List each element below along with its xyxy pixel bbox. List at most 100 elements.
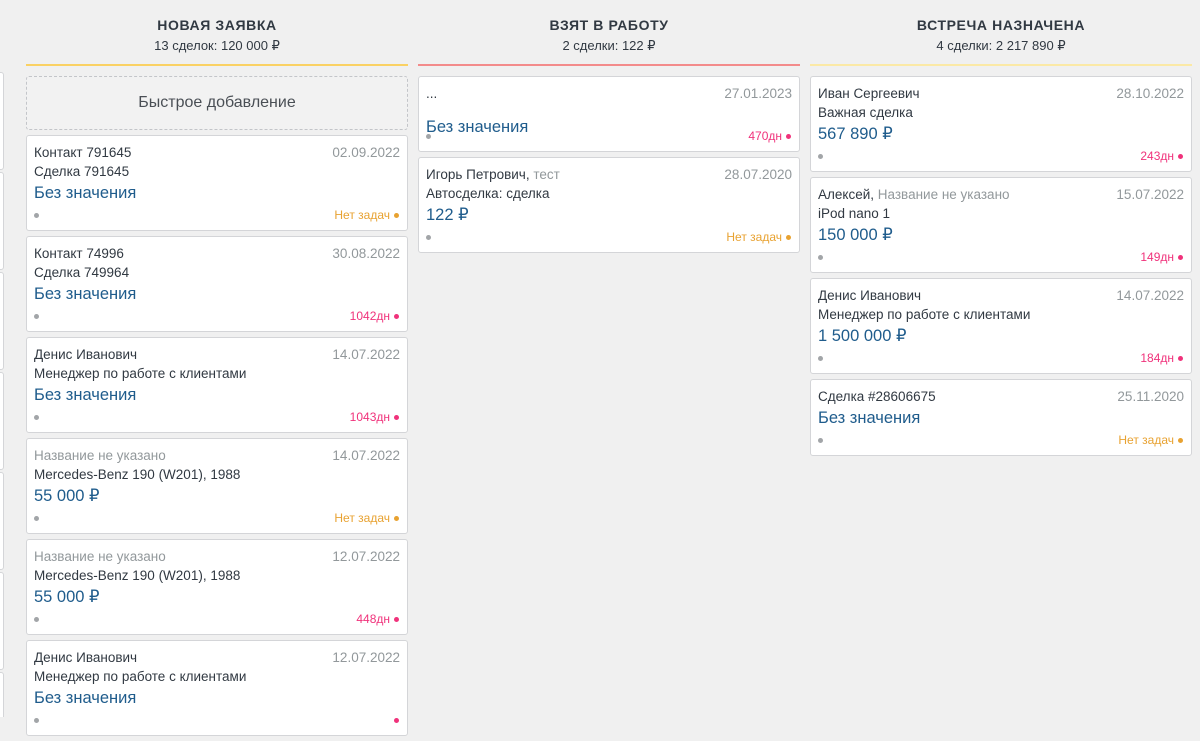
deal-name[interactable]: Сделка 791645	[34, 164, 130, 179]
task-status-label: 1043дн	[349, 410, 390, 424]
task-status[interactable]	[390, 717, 399, 723]
task-status[interactable]: 448дн	[356, 612, 399, 626]
deal-name[interactable]: Mercedes-Benz 190 (W201), 1988	[34, 568, 241, 583]
stub-card[interactable]	[0, 472, 4, 570]
deal-price[interactable]: 122 ₽	[426, 206, 469, 224]
company-name[interactable]: тест	[533, 167, 560, 182]
deal-price[interactable]: Без значения	[426, 118, 529, 136]
deal-price[interactable]: 150 000 ₽	[818, 226, 893, 244]
task-status-dot-icon	[394, 212, 399, 218]
deal-name[interactable]: Сделка 749964	[34, 265, 130, 280]
deal-contact[interactable]: Контакт 74996	[34, 245, 124, 263]
company-name[interactable]: Название не указано	[34, 549, 166, 564]
deal-card[interactable]: Алексей, Название не указано 15.07.2022 iP…	[810, 177, 1192, 273]
contact-name[interactable]: Иван Сергеевич	[818, 86, 920, 101]
deal-contact[interactable]: Название не указано	[34, 447, 166, 465]
task-status[interactable]: 243дн	[1140, 149, 1183, 163]
company-name[interactable]: Название не указано	[877, 187, 1010, 202]
deal-card[interactable]: Денис Иванович 14.07.2022 Менеджер по рабо…	[810, 278, 1192, 374]
deal-name[interactable]: Автосделка: сделка	[426, 186, 550, 201]
deal-price[interactable]: Без значения	[34, 184, 137, 202]
task-status[interactable]: 149дн	[1140, 250, 1183, 264]
contact-name[interactable]: ...	[426, 86, 438, 101]
deal-contact[interactable]: Сделка #28606675	[818, 388, 936, 406]
deal-contact[interactable]: Контакт 791645	[34, 144, 131, 162]
deal-name[interactable]: iPod nano 1	[818, 206, 891, 221]
stub-card[interactable]	[0, 672, 4, 717]
tag-dot-icon	[818, 254, 823, 260]
company-name[interactable]: Название не указано	[34, 448, 166, 463]
stub-card[interactable]	[0, 72, 4, 170]
deal-date: 14.07.2022	[332, 448, 400, 463]
deal-price[interactable]: 55 000 ₽	[34, 487, 100, 505]
deal-contact[interactable]: Денис Иванович	[818, 287, 921, 305]
contact-name[interactable]: Денис Иванович	[34, 347, 138, 362]
contact-name[interactable]: Денис Иванович	[34, 650, 138, 665]
deal-contact[interactable]: Алексей, Название не указано	[818, 186, 1010, 204]
deal-price[interactable]: Без значения	[34, 689, 137, 707]
deal-date: 02.09.2022	[332, 145, 400, 160]
task-status[interactable]: 184дн	[1140, 351, 1183, 365]
deal-card[interactable]: Название не указано 14.07.2022 Mercedes-Be…	[26, 438, 408, 534]
task-status[interactable]: 1043дн	[350, 410, 399, 424]
deal-contact[interactable]: Денис Иванович	[34, 649, 137, 667]
column-title: ВСТРЕЧА НАЗНАЧЕНА	[916, 17, 1086, 33]
contact-name[interactable]: Алексей,	[818, 187, 874, 202]
deal-price[interactable]: Без значения	[34, 285, 137, 303]
column-header: ВЗЯТ В РАБОТУ 2 сделки: 122 ₽	[418, 0, 800, 64]
deal-card[interactable]: Денис Иванович 12.07.2022 Менеджер по рабо…	[26, 640, 408, 736]
deal-name[interactable]: Менеджер по работе с клиентами	[34, 669, 247, 684]
contact-name[interactable]: Сделка #28606675	[818, 389, 936, 404]
deal-card[interactable]: Иван Сергеевич 28.10.2022 Важная сделка 567…	[810, 76, 1192, 172]
contact-name[interactable]: Денис Иванович	[818, 288, 922, 303]
deal-price[interactable]: 1 500 000 ₽	[818, 327, 907, 345]
column-header: НОВАЯ ЗАЯВКА 13 сделок: 120 000 ₽	[26, 0, 408, 64]
task-status-label: Нет задач	[334, 208, 390, 222]
deal-contact[interactable]: Игорь Петрович, тест	[426, 166, 560, 184]
deal-name[interactable]: Mercedes-Benz 190 (W201), 1988	[34, 467, 241, 482]
deal-card[interactable]: Сделка #28606675 25.11.2020 Без значения Не…	[810, 379, 1192, 456]
deal-price[interactable]: 567 890 ₽	[818, 125, 893, 143]
task-status[interactable]: Нет задач	[334, 208, 399, 222]
deal-name[interactable]: Важная сделка	[818, 105, 913, 120]
deal-price[interactable]: Без значения	[818, 409, 921, 427]
stub-card[interactable]	[0, 372, 4, 470]
tag-dot-icon	[34, 313, 39, 319]
quick-add-button[interactable]: Быстрое добавление	[26, 76, 408, 130]
deal-date: 14.07.2022	[332, 347, 400, 362]
deal-price[interactable]: Без значения	[34, 386, 137, 404]
deal-name[interactable]: Менеджер по работе с клиентами	[818, 307, 1031, 322]
deal-name[interactable]: Менеджер по работе с клиентами	[34, 366, 247, 381]
contact-name[interactable]: Игорь Петрович,	[426, 167, 530, 182]
task-status[interactable]: 1042дн	[350, 309, 399, 323]
contact-name[interactable]: Контакт 791645	[34, 145, 132, 160]
task-status[interactable]: Нет задач	[726, 230, 791, 244]
deal-card[interactable]: ... 27.01.2023 Без значения 470дн	[418, 76, 800, 152]
column-color-line	[26, 64, 408, 66]
deal-date: 14.07.2022	[1116, 288, 1184, 303]
stub-card[interactable]	[0, 172, 4, 270]
task-status[interactable]: 470дн	[748, 129, 791, 143]
task-status-dot-icon	[1178, 355, 1183, 361]
deal-contact[interactable]: ...	[426, 85, 437, 103]
stub-card[interactable]	[0, 272, 4, 370]
deal-card[interactable]: Денис Иванович 14.07.2022 Менеджер по рабо…	[26, 337, 408, 433]
stub-card[interactable]	[0, 572, 4, 670]
column-title: ВЗЯТ В РАБОТУ	[549, 17, 669, 33]
deal-contact[interactable]: Название не указано	[34, 548, 166, 566]
contact-name[interactable]: Контакт 74996	[34, 246, 124, 261]
task-status-dot-icon	[1178, 254, 1183, 260]
task-status[interactable]: Нет задач	[1118, 433, 1183, 447]
tag-dot-icon	[426, 133, 431, 139]
task-status-dot-icon	[786, 133, 791, 139]
deal-card[interactable]: Название не указано 12.07.2022 Mercedes-Be…	[26, 539, 408, 635]
deal-contact[interactable]: Денис Иванович	[34, 346, 137, 364]
deal-card[interactable]: Контакт 74996 30.08.2022 Сделка 749964 Без …	[26, 236, 408, 332]
task-status[interactable]: Нет задач	[334, 511, 399, 525]
deal-card[interactable]: Игорь Петрович, тест 28.07.2020 Автосделка…	[418, 157, 800, 253]
deal-card[interactable]: Контакт 791645 02.09.2022 Сделка 791645 Без…	[26, 135, 408, 231]
task-status-dot-icon	[394, 616, 399, 622]
deal-contact[interactable]: Иван Сергеевич	[818, 85, 920, 103]
deal-price[interactable]: 55 000 ₽	[34, 588, 100, 606]
